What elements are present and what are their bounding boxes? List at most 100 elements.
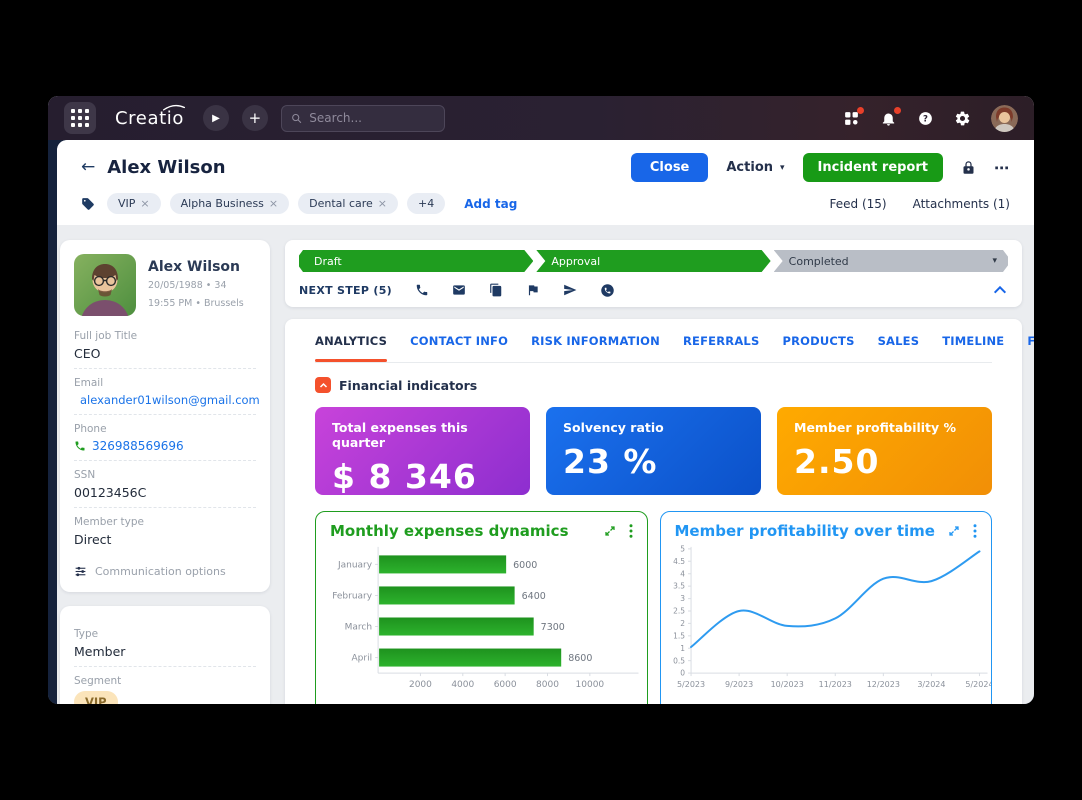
expand-chart-button[interactable] bbox=[948, 525, 960, 537]
svg-text:9/2023: 9/2023 bbox=[725, 680, 753, 689]
tag-pill[interactable]: Alpha Business × bbox=[169, 193, 290, 214]
svg-text:February: February bbox=[332, 591, 373, 601]
profile-photo bbox=[74, 254, 136, 316]
chart-menu-button[interactable] bbox=[629, 524, 633, 538]
action-dropdown[interactable]: Action ▾ bbox=[726, 160, 785, 175]
notifications-button[interactable] bbox=[880, 106, 901, 127]
remove-tag-icon[interactable]: × bbox=[140, 197, 150, 210]
field-type: Type Member bbox=[74, 620, 256, 667]
notification-dot bbox=[894, 106, 901, 114]
svg-text:10/2023: 10/2023 bbox=[770, 680, 803, 689]
lock-button[interactable] bbox=[961, 160, 976, 175]
collapse-section-icon bbox=[315, 377, 331, 393]
svg-text:March: March bbox=[345, 623, 372, 633]
communication-options-button[interactable]: Communication options bbox=[74, 554, 256, 578]
search-input[interactable] bbox=[309, 111, 435, 125]
content-panel: ANALYTICS CONTACT INFO RISK INFORMATION … bbox=[285, 319, 1034, 704]
svg-text:4: 4 bbox=[680, 569, 685, 578]
stage-completed[interactable]: Completed ▾ bbox=[774, 250, 1008, 272]
stage-bar: Draft Approval Completed ▾ bbox=[299, 250, 1008, 272]
remove-tag-icon[interactable]: × bbox=[268, 197, 279, 210]
tab-referrals[interactable]: REFERRALS bbox=[682, 333, 760, 348]
user-avatar[interactable] bbox=[991, 104, 1018, 132]
apps-icon bbox=[845, 111, 858, 125]
financial-indicators-section[interactable]: Financial indicators bbox=[315, 377, 992, 393]
settings-button[interactable] bbox=[954, 110, 971, 127]
plus-icon: + bbox=[248, 109, 262, 127]
main-area: Alex Wilson 20/05/1988 • 34 19:55 PM • B… bbox=[57, 225, 1034, 704]
svg-text:7300: 7300 bbox=[541, 622, 565, 633]
whatsapp-icon bbox=[601, 283, 614, 297]
chart-menu-button[interactable] bbox=[973, 524, 977, 538]
close-button[interactable]: Close bbox=[630, 153, 709, 182]
chevron-down-icon: ▾ bbox=[780, 162, 785, 173]
tag-icon[interactable] bbox=[81, 197, 95, 211]
phone-icon bbox=[416, 284, 428, 296]
expand-chart-button[interactable] bbox=[604, 525, 616, 537]
stage-approval[interactable]: Approval bbox=[536, 250, 770, 272]
phone-link[interactable]: 326988569696 bbox=[74, 439, 256, 453]
tab-bar: ANALYTICS CONTACT INFO RISK INFORMATION … bbox=[315, 319, 1034, 363]
tab-financial-info[interactable]: FINANCIAL INFO bbox=[1027, 333, 1034, 348]
tab-contact-info[interactable]: CONTACT INFO bbox=[410, 333, 509, 348]
quick-add-button[interactable]: + bbox=[241, 105, 268, 131]
app-window: Creatio ▶ + ? bbox=[48, 96, 1034, 704]
metric-member-profitability: Member profitability % 2.50 bbox=[777, 407, 992, 495]
tab-timeline[interactable]: TIMELINE bbox=[942, 333, 1005, 348]
profile-card: Alex Wilson 20/05/1988 • 34 19:55 PM • B… bbox=[60, 240, 270, 592]
email-link[interactable]: alexander01wilson@gmail.com bbox=[74, 393, 260, 407]
bar-chart-svg: 2000 4000 6000 8000 10000 January 6000 February… bbox=[332, 546, 639, 690]
workplace-switcher-button[interactable] bbox=[843, 106, 864, 127]
tab-products[interactable]: PRODUCTS bbox=[782, 333, 855, 348]
remove-tag-icon[interactable]: × bbox=[377, 197, 387, 210]
contact-birth: 20/05/1988 • 34 bbox=[148, 280, 227, 291]
svg-text:6000: 6000 bbox=[494, 680, 517, 690]
collapse-panel-button[interactable] bbox=[992, 282, 1008, 298]
creatio-logo: Creatio bbox=[115, 104, 185, 129]
bar-chart-card: Monthly expenses dynamics 2000 4000 6000 80… bbox=[315, 511, 648, 704]
tag-pill[interactable]: Dental care × bbox=[298, 193, 398, 214]
svg-text:6000: 6000 bbox=[513, 560, 537, 571]
svg-text:12/2023: 12/2023 bbox=[866, 680, 899, 689]
flag-step-button[interactable] bbox=[526, 283, 540, 297]
copy-step-button[interactable] bbox=[489, 283, 503, 297]
back-button[interactable]: ← bbox=[81, 157, 96, 177]
send-step-button[interactable] bbox=[563, 283, 577, 297]
tag-pill[interactable]: VIP × bbox=[107, 193, 161, 214]
attachments-link[interactable]: Attachments (1) bbox=[912, 196, 1010, 211]
tab-risk-information[interactable]: RISK INFORMATION bbox=[531, 333, 660, 348]
svg-text:8000: 8000 bbox=[536, 680, 559, 690]
line-chart-card: Member profitability over time 0 0.5 1 1.5 2… bbox=[659, 511, 992, 704]
feed-link[interactable]: Feed (15) bbox=[829, 196, 887, 211]
tab-sales[interactable]: SALES bbox=[877, 333, 920, 348]
next-step-row: NEXT STEP (5) bbox=[299, 282, 1008, 298]
contact-name: Alex Wilson bbox=[148, 259, 240, 275]
email-step-button[interactable] bbox=[452, 283, 466, 297]
line-chart: 0 0.5 1 1.5 2 2.5 3 3.5 4 4.5 5 5/2023 9/2023 10/2023… bbox=[661, 540, 991, 704]
add-tag-button[interactable]: Add tag bbox=[464, 196, 518, 211]
svg-text:6400: 6400 bbox=[522, 591, 546, 602]
topbar-actions: ? bbox=[843, 104, 1018, 132]
svg-text:5/2023: 5/2023 bbox=[676, 680, 704, 689]
next-step-label: NEXT STEP (5) bbox=[299, 283, 392, 297]
chart-title: Member profitability over time bbox=[674, 522, 935, 540]
svg-text:2.5: 2.5 bbox=[673, 607, 685, 616]
global-search[interactable] bbox=[280, 104, 445, 132]
tab-analytics[interactable]: ANALYTICS bbox=[315, 319, 388, 362]
field-segment: Segment VIP bbox=[74, 667, 256, 704]
stage-dropdown-icon[interactable]: ▾ bbox=[992, 256, 997, 266]
stage-draft[interactable]: Draft bbox=[299, 250, 533, 272]
whatsapp-step-button[interactable] bbox=[600, 283, 615, 298]
right-column: Draft Approval Completed ▾ NEXT STEP (5) bbox=[285, 240, 1034, 704]
gear-icon bbox=[955, 111, 970, 125]
collapsed-nav-rail[interactable] bbox=[48, 140, 57, 704]
more-options-button[interactable]: ⋯ bbox=[994, 158, 1010, 177]
svg-text:11/2023: 11/2023 bbox=[818, 680, 851, 689]
incident-report-button[interactable]: Incident report bbox=[802, 153, 943, 182]
run-process-button[interactable]: ▶ bbox=[202, 105, 229, 131]
svg-text:3: 3 bbox=[680, 594, 685, 603]
more-tags-pill[interactable]: +4 bbox=[407, 193, 446, 214]
help-button[interactable]: ? bbox=[917, 110, 934, 127]
call-step-button[interactable] bbox=[415, 283, 429, 297]
app-menu-button[interactable] bbox=[64, 102, 96, 134]
